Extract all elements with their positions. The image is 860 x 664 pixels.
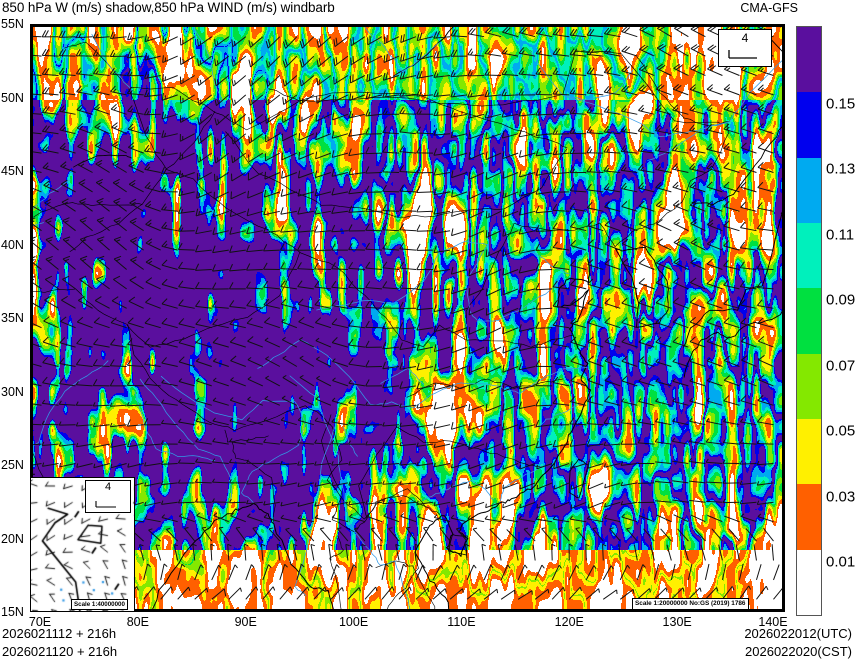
y-tick-55N: 55N [1,17,24,31]
x-tick-130E: 130E [662,615,692,629]
y-tick-45N: 45N [1,164,24,178]
model-label: CMA-GFS [740,1,798,15]
windbarb-icon [728,50,757,59]
inset-scale-stamp: Scale 1:40000000 [71,599,128,610]
y-tick-40N: 40N [1,237,24,252]
footer-init-utc: 2026021112 + 216h [2,626,117,641]
colorbar-segment-below-0.01 [797,549,821,615]
colorbar-tick-0.11: 0.11 [826,226,855,244]
y-tick-50N: 50N [1,90,24,105]
footer-init-cst: 2026021120 + 216h [2,644,118,659]
inset-windbarb-value: 4 [104,481,112,493]
page-title: 850 hPa W (m/s) shadow,850 hPa WIND (m/s… [2,0,335,15]
footer-valid-utc: 2026022012(UTC) [744,626,852,641]
colorbar-segment-0.13-0.15 [797,92,821,158]
colorbar-tick-labels: 0.01 0.03 0.05 0.07 0.09 0.11 0.13 0.15 [826,26,860,616]
colorbar-segment-above-0.15 [797,27,821,93]
colorbar [796,26,822,616]
colorbar-tick-0.03: 0.03 [826,488,856,506]
windbarb-legend: 4 [718,29,772,67]
x-tick-110E: 110E [447,615,476,629]
y-tick-20N: 20N [1,531,24,546]
map-scale-stamp: Scale 1:20000000 No:GS (2019) 1786 [632,598,749,610]
colorbar-tick-0.13: 0.13 [826,160,856,178]
x-tick-90E: 90E [234,615,257,629]
colorbar-tick-0.05: 0.05 [826,422,856,440]
colorbar-segment-0.01-0.03 [797,484,821,550]
x-tick-80E: 80E [126,615,149,629]
x-tick-100E: 100E [338,615,369,629]
footer-valid-cst: 2026022020(CST) [745,644,852,659]
colorbar-segment-0.11-0.13 [797,157,821,223]
colorbar-segment-0.07-0.09 [797,288,821,354]
colorbar-tick-0.07: 0.07 [826,357,856,375]
y-tick-25N: 25N [1,458,24,472]
colorbar-segment-0.05-0.07 [797,353,821,419]
inset-windbarb-icon [95,501,116,508]
inset-map-south-china-sea: 4 Scale 1:40000000 [30,477,135,612]
colorbar-tick-0.09: 0.09 [826,291,856,309]
windbarb-legend-value: 4 [741,31,749,45]
colorbar-segment-0.09-0.11 [797,222,821,289]
map-plot-canvas [33,27,782,609]
y-tick-30N: 30N [1,384,24,399]
colorbar-segment-0.03-0.05 [797,418,821,485]
colorbar-tick-0.15: 0.15 [826,95,856,113]
x-tick-140E: 140E [758,615,788,629]
x-tick-120E: 120E [554,615,584,629]
y-tick-15N: 15N [1,605,24,619]
inset-windbarb-legend: 4 [85,480,131,513]
map-plot-frame [30,24,785,612]
y-tick-35N: 35N [1,311,24,325]
colorbar-tick-0.01: 0.01 [826,553,856,571]
x-tick-70E: 70E [28,615,52,629]
